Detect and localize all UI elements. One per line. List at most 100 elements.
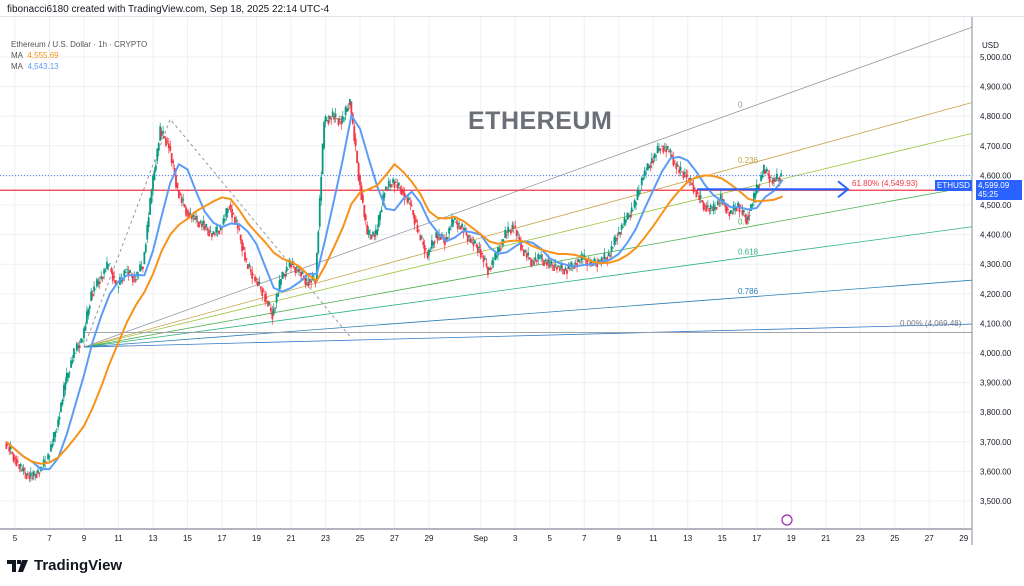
fib-fan-line	[83, 132, 973, 348]
x-tick-label: Sep	[474, 534, 489, 543]
candle-body	[317, 231, 320, 253]
candle-body	[426, 251, 429, 258]
candle-body	[205, 223, 208, 228]
candle-body	[314, 279, 317, 284]
candle-body	[531, 260, 534, 262]
candle-body	[366, 224, 369, 235]
candle-body	[711, 209, 714, 211]
candle-body	[307, 281, 310, 287]
candle-body	[272, 308, 275, 315]
candle-body	[751, 204, 754, 207]
candle-body	[242, 246, 245, 250]
candle-body	[422, 241, 425, 245]
candle-body	[778, 177, 781, 182]
candle-body	[195, 216, 198, 220]
candle-body	[774, 180, 777, 182]
candle-body	[281, 271, 284, 279]
candle-body	[374, 229, 377, 235]
x-tick-label: 9	[617, 534, 622, 543]
candle-body	[435, 232, 438, 239]
candle-body	[451, 218, 453, 227]
candle-body	[308, 278, 311, 282]
legend-ma1[interactable]: MA 4,555.69	[11, 50, 147, 61]
candle-body	[6, 444, 9, 446]
legend-ma2[interactable]: MA 4,543.13	[11, 61, 147, 72]
candle-body	[629, 214, 632, 218]
candle-body	[761, 175, 764, 178]
candle-body	[758, 185, 761, 187]
candle-body	[359, 175, 361, 186]
candle-body	[507, 226, 509, 234]
x-tick-label: 11	[114, 534, 123, 543]
candle-body	[180, 197, 183, 203]
candle-body	[328, 115, 331, 120]
candle-body	[626, 212, 629, 220]
candle-body	[134, 279, 137, 282]
tradingview-logo[interactable]: TradingView	[7, 557, 122, 574]
candle-body	[632, 209, 635, 211]
candle-body	[403, 192, 406, 200]
candle-body	[616, 238, 619, 240]
fib-fan-line	[83, 185, 973, 348]
candle-body	[83, 328, 85, 339]
candle-body	[12, 454, 15, 462]
candle-body	[505, 234, 508, 236]
candle-body	[446, 237, 449, 239]
candle-body	[622, 227, 624, 228]
candle-body	[566, 270, 568, 274]
candle-body	[627, 214, 630, 218]
candle-body	[504, 229, 507, 239]
candle-body	[120, 279, 123, 282]
ma2-label: MA	[11, 62, 23, 71]
candle-body	[498, 248, 501, 252]
candle-body	[65, 372, 68, 383]
candle-body	[78, 345, 81, 348]
candle-body	[156, 148, 159, 161]
candle-body	[763, 164, 765, 174]
candle-body	[731, 212, 734, 214]
candle-body	[682, 172, 685, 179]
y-tick-label: 3,800.00	[980, 408, 1012, 417]
projection-arrow-head	[837, 180, 850, 199]
x-tick-label: 19	[252, 534, 261, 543]
fib-fan-label: 0	[738, 101, 743, 110]
candle-body	[157, 143, 160, 151]
candle-body	[193, 218, 196, 220]
candle-body	[497, 247, 499, 256]
candle-body	[528, 257, 531, 260]
candle-body	[363, 205, 366, 218]
candle-body	[167, 143, 170, 149]
x-tick-label: 13	[149, 534, 158, 543]
candle-body	[8, 446, 11, 452]
candle-body	[386, 188, 389, 190]
candle-body	[717, 200, 719, 205]
candle-body	[734, 207, 737, 210]
candle-body	[780, 173, 783, 177]
candle-body	[449, 229, 452, 231]
candle-body	[24, 472, 26, 474]
candle-body	[645, 172, 647, 174]
candle-body	[170, 153, 173, 163]
legend-title[interactable]: Ethereum / U.S. Dollar · 1h · CRYPTO	[11, 40, 148, 49]
candle-body	[678, 169, 681, 173]
candle-body	[136, 271, 139, 277]
candle-body	[416, 224, 419, 233]
candle-body	[55, 431, 58, 433]
candle-body	[577, 258, 580, 263]
candle-body	[646, 163, 649, 171]
candle-body	[650, 158, 653, 164]
candle-body	[518, 237, 521, 242]
chart-frame[interactable]: 5 7 9 11 13 15 17 19 21 23 25 27 29 Sep 3 5 7 9 11 13 15 17 19…	[0, 16, 1024, 545]
candle-body	[131, 276, 134, 283]
candle-body	[186, 210, 189, 213]
candle-body	[209, 230, 212, 232]
candle-body	[472, 242, 475, 246]
candle-body	[248, 264, 251, 267]
price-chart[interactable]: 5 7 9 11 13 15 17 19 21 23 25 27 29 Sep 3 5 7 9 11 13 15 17 19…	[0, 17, 1024, 545]
currency-label[interactable]: USD	[982, 41, 999, 50]
candle-body	[425, 248, 428, 250]
candle-body	[203, 225, 206, 230]
candle-body	[219, 226, 222, 230]
candle-body	[637, 190, 640, 196]
candle-body	[370, 234, 373, 240]
